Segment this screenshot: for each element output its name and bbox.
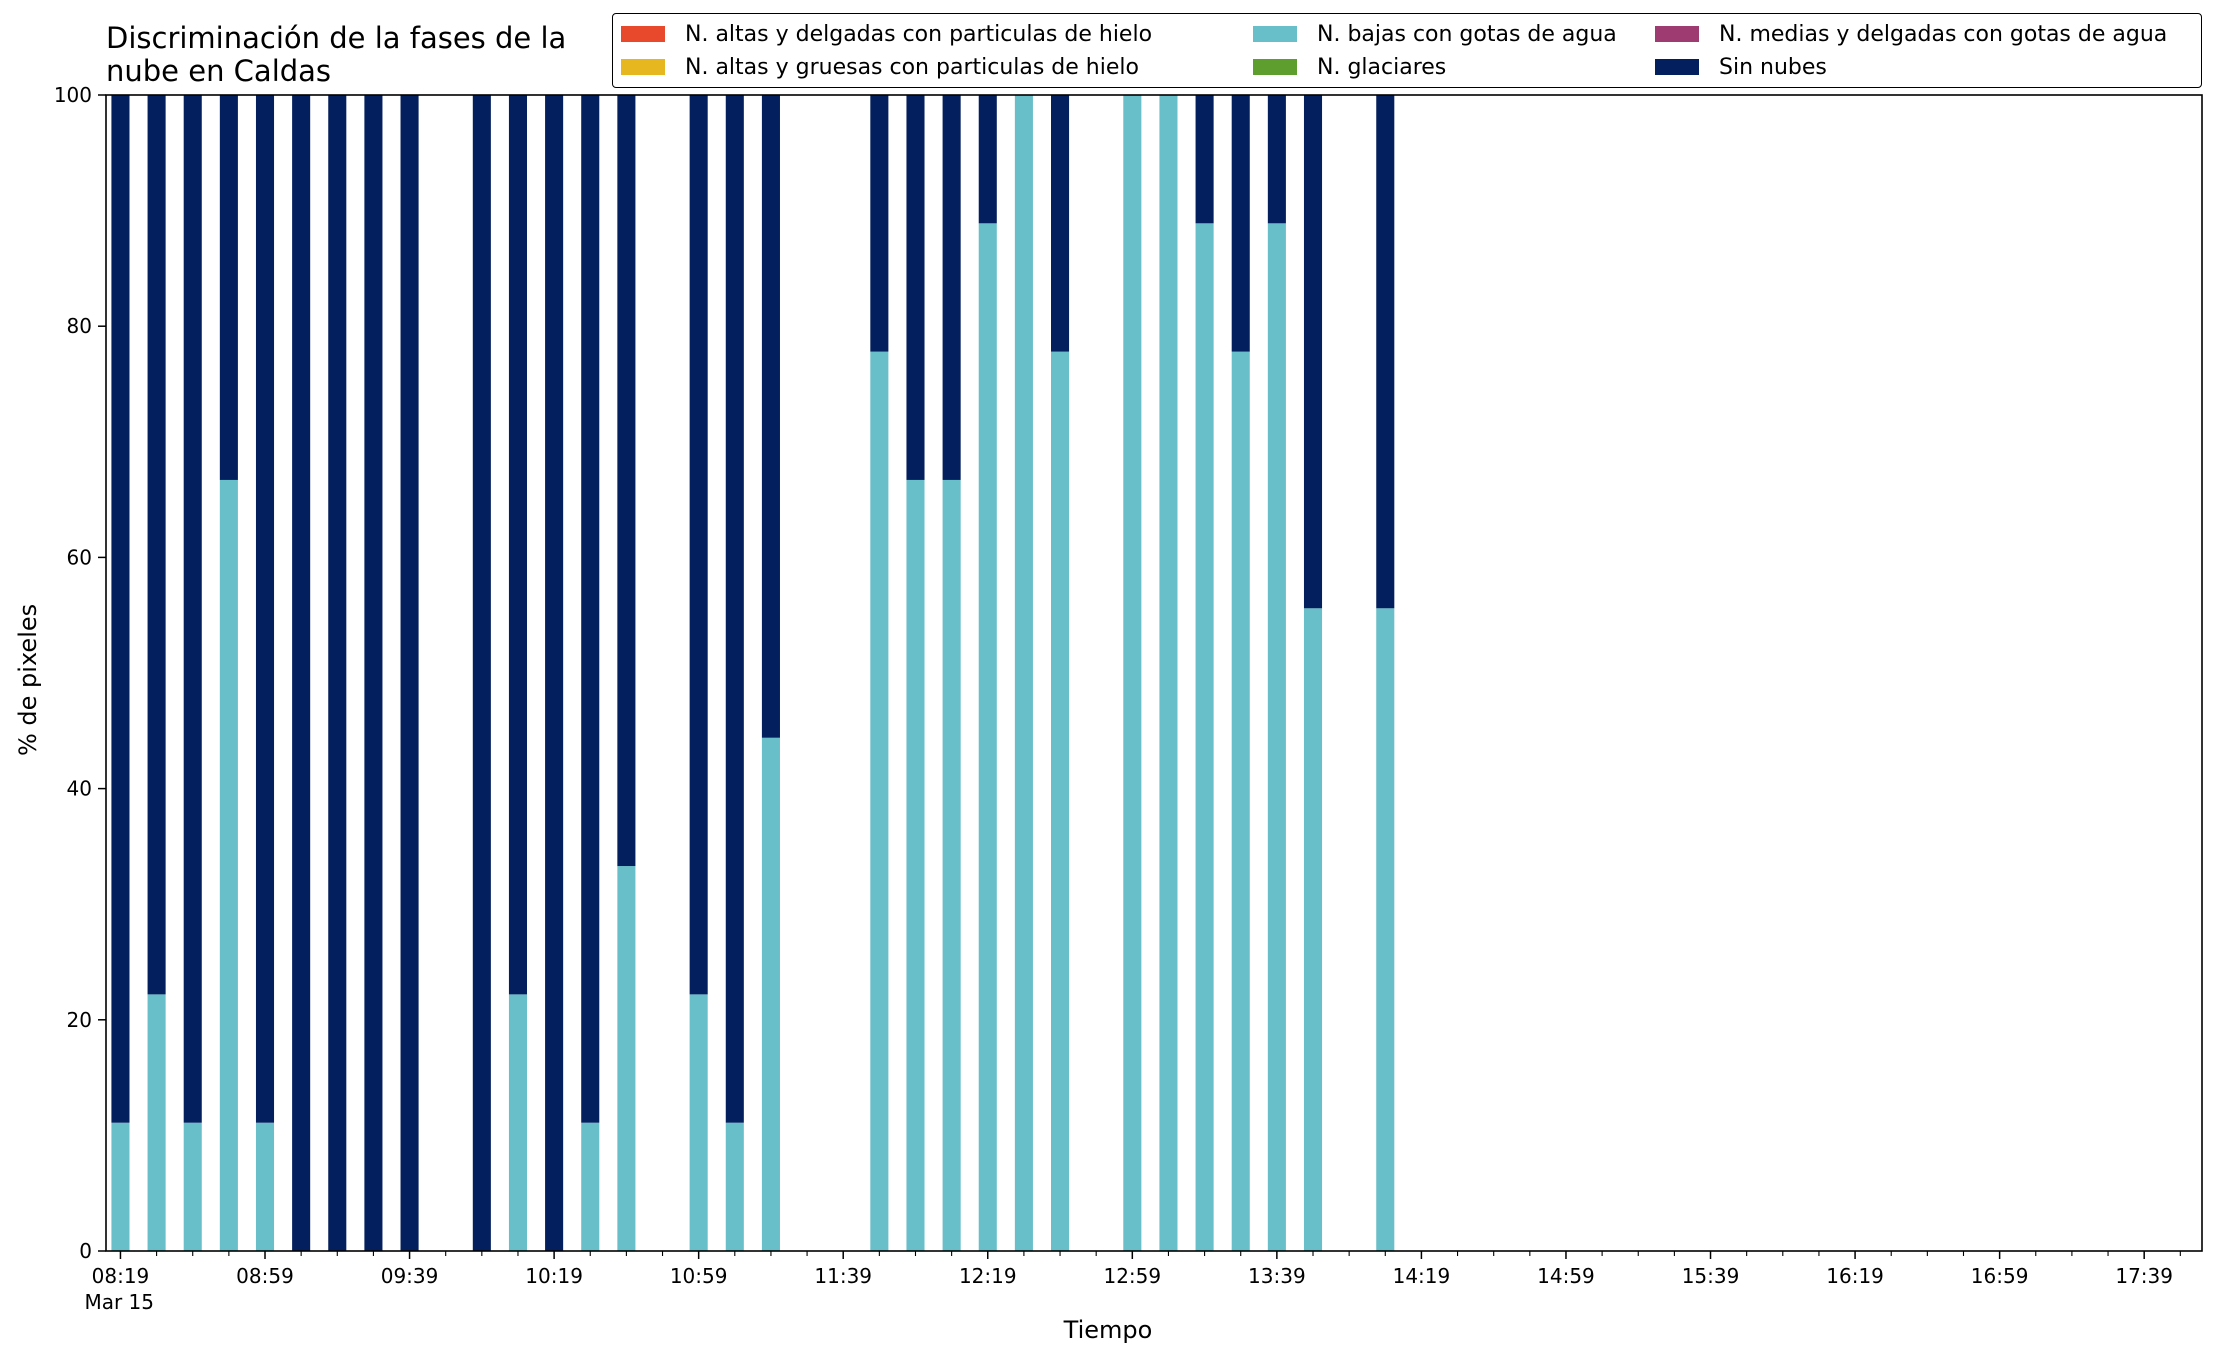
x-tick-label: 16:59 [1971,1264,2029,1288]
bar-segment [1267,95,1286,224]
legend-label: N. medias y delgadas con gotas de agua [1719,21,2168,47]
legend-item-medias-delgadas: N. medias y delgadas con gotas de agua [1655,19,2167,49]
y-tick-label: 0 [79,1239,92,1263]
bar-segment [219,479,238,1251]
bar-segment [581,1122,600,1251]
bar-segment [255,95,275,1123]
bar-segment [978,95,997,224]
bar-segment [1051,95,1070,352]
legend-item-bajas-agua: N. bajas con gotas de agua [1253,19,1617,49]
x-date-label: Mar 15 [84,1290,154,1314]
bar-segment [292,95,311,1251]
bar-segment [183,95,202,1123]
legend-item-altas-gruesas: N. altas y gruesas con particulas de hie… [621,52,1139,82]
x-tick-label: 15:39 [1682,1264,1740,1288]
legend-label: N. glaciares [1317,54,1447,80]
x-tick-label: 08:59 [236,1264,294,1288]
chart-title: Discriminación de la fases de la nube en… [106,21,567,88]
y-tick-label: 40 [67,777,92,801]
legend-swatch [1253,26,1297,42]
bar-segment [255,1122,275,1251]
bar-segment [508,95,528,995]
bar-segment [1195,95,1214,224]
bar-segment [1267,223,1286,1251]
bar-segment [1159,95,1178,1251]
legend-item-glaciares: N. glaciares [1253,52,1446,82]
legend-label: N. altas y delgadas con particulas de hi… [685,21,1153,47]
bar-segment [906,95,925,480]
bar-segment [545,95,564,1251]
legend-swatch [621,26,665,42]
bar-segment [147,95,166,995]
x-tick-label: 08:19 [92,1264,150,1288]
x-tick-label: 11:39 [814,1264,872,1288]
legend-item-sin-nubes: Sin nubes [1655,52,1827,82]
legend-swatch [1655,59,1699,75]
y-axis-label: % de pixeles [14,603,42,756]
plot-frame [105,94,2203,1252]
x-tick-label: 10:59 [670,1264,728,1288]
x-tick-label: 14:59 [1537,1264,1595,1288]
x-axis-label: Tiempo [1063,1316,1153,1344]
bar-segment [1303,608,1323,1251]
bar-segment [1123,95,1142,1251]
bar-segment [1303,95,1323,609]
bar-segment [942,479,961,1251]
bar-segment [472,95,491,1251]
bar-segment [1376,608,1395,1251]
bar-segment [725,1122,744,1251]
bar-segment [364,95,383,1251]
bar-segment [1231,351,1250,1252]
x-tick-label: 14:19 [1393,1264,1451,1288]
bar-segment [147,994,166,1251]
x-tick-label: 10:19 [525,1264,583,1288]
bar-segment [617,866,636,1251]
bar-segment [1231,95,1250,352]
legend-label: N. altas y gruesas con particulas de hie… [685,54,1139,80]
bar-segment [1014,95,1033,1251]
x-tick-label: 09:39 [381,1264,439,1288]
x-tick-label: 17:39 [2115,1264,2173,1288]
legend-label: N. bajas con gotas de agua [1317,21,1617,47]
chart-legend: N. altas y delgadas con particulas de hi… [612,13,2202,88]
y-tick-label: 60 [67,545,92,569]
bar-segment [870,95,889,352]
y-tick-label: 80 [67,314,92,338]
legend-item-altas-delgadas: N. altas y delgadas con particulas de hi… [621,19,1152,49]
legend-swatch [1655,26,1699,42]
bar-segment [219,95,238,480]
bar-segment [870,351,889,1252]
bar-segment [1051,351,1070,1252]
bar-segment [581,95,600,1123]
bar-segment [328,95,347,1251]
bar-segment [111,1122,130,1251]
bar-segment [508,994,528,1251]
legend-label: Sin nubes [1719,54,1827,80]
bar-segment [725,95,744,1123]
bar-segment [761,95,780,738]
bar-segment [978,223,997,1251]
bar-segment [689,95,708,995]
x-tick-label: 12:59 [1103,1264,1161,1288]
bar-segment [400,95,419,1251]
y-tick-label: 100 [54,83,92,107]
bar-segment [689,994,708,1251]
bar-segment [111,95,130,1123]
bar-segment [617,95,636,867]
bar-segment [1195,223,1214,1251]
y-tick-label: 20 [67,1008,92,1032]
bar-segment [761,737,780,1251]
bar-segment [942,95,961,480]
x-tick-label: 13:39 [1248,1264,1306,1288]
x-tick-label: 16:19 [1826,1264,1884,1288]
bar-segment [1376,95,1395,609]
bar-segment [183,1122,202,1251]
bar-segment [906,479,925,1251]
x-tick-label: 12:19 [959,1264,1017,1288]
legend-swatch [621,59,665,75]
legend-swatch [1253,59,1297,75]
